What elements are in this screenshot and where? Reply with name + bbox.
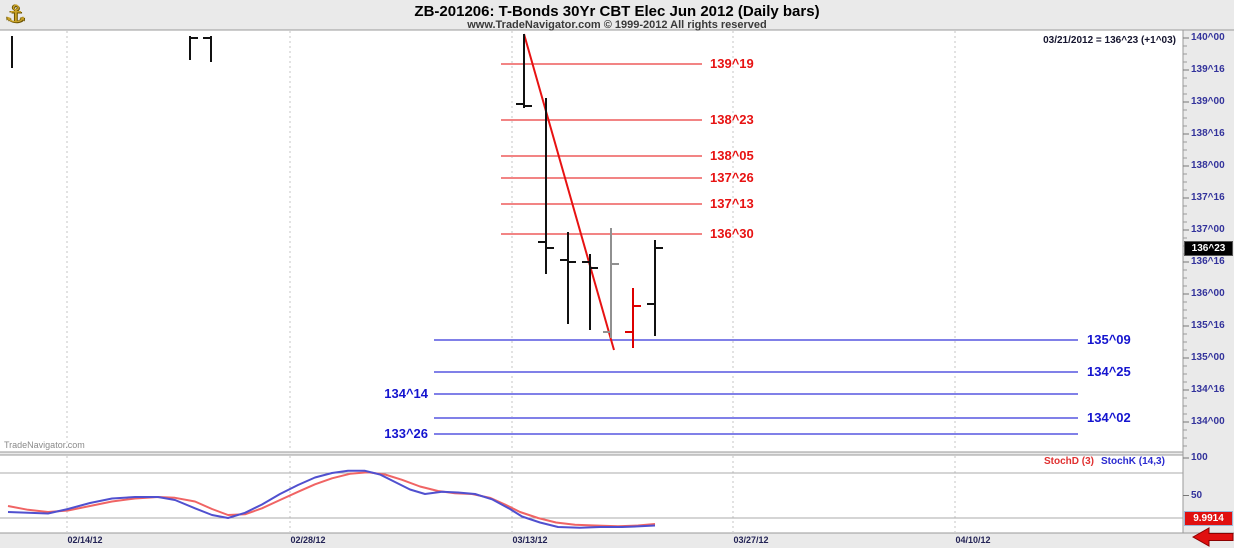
stoch-axis-label: 50 [1191, 489, 1203, 501]
support-label: 135^09 [1087, 332, 1131, 347]
copyright-subtitle: www.TradeNavigator.com © 1999-2012 All r… [467, 19, 767, 31]
support-label: 133^26 [384, 426, 428, 441]
axis-price-label: 135^16 [1191, 320, 1225, 331]
date-label: 02/14/12 [67, 535, 103, 545]
stochastic-panel[interactable] [0, 455, 1183, 533]
legend-stochd[interactable]: StochD (3) [1044, 456, 1094, 467]
support-label: 134^25 [1087, 364, 1131, 379]
stoch-axis-label: 100 [1191, 452, 1208, 463]
axis-price-label: 134^00 [1191, 416, 1225, 427]
axis-price-label: 139^16 [1191, 64, 1225, 75]
date-label: 03/13/12 [512, 535, 548, 545]
anchor-icon[interactable]: ⚓ [5, 1, 27, 28]
chart-title: ZB-201206: T-Bonds 30Yr CBT Elec Jun 201… [414, 3, 820, 20]
date-label: 04/10/12 [955, 535, 991, 545]
axis-price-label: 134^16 [1191, 384, 1225, 395]
resistance-label: 138^05 [710, 148, 754, 163]
legend-stochk[interactable]: StochK (14,3) [1101, 456, 1165, 467]
axis-price-label: 138^16 [1191, 128, 1225, 139]
resistance-label: 137^13 [710, 196, 754, 211]
trend-line[interactable] [523, 33, 615, 351]
resistance-label: 138^23 [710, 112, 754, 127]
axis-price-label: 135^00 [1191, 352, 1225, 363]
axis-price-label: 136^16 [1191, 256, 1225, 267]
red-left-arrow-icon[interactable] [1191, 527, 1234, 547]
support-label: 134^14 [384, 386, 428, 401]
resistance-label: 137^26 [710, 170, 754, 185]
stoch-k-line [7, 469, 656, 529]
axis-price-label: 137^16 [1191, 192, 1225, 203]
axis-price-label: 137^00 [1191, 224, 1225, 235]
date-label: 02/28/12 [290, 535, 326, 545]
stoch-d-line [7, 471, 656, 528]
axis-price-label: 139^00 [1191, 96, 1225, 107]
last-quote-readout: 03/21/2012 = 136^23 (+1^03) [1043, 35, 1176, 46]
date-label: 03/27/12 [733, 535, 769, 545]
stoch-value-badge: 9.9914 [1184, 511, 1233, 526]
axis-price-label: 140^00 [1191, 32, 1225, 43]
support-label: 134^02 [1087, 410, 1131, 425]
price-chart-panel[interactable] [0, 30, 1183, 452]
axis-price-label: 138^00 [1191, 160, 1225, 171]
last-price-badge: 136^23 [1184, 241, 1233, 256]
resistance-label: 136^30 [710, 226, 754, 241]
resistance-label: 139^19 [710, 56, 754, 71]
watermark-text: TradeNavigator.com [4, 440, 85, 450]
axis-price-label: 136^00 [1191, 288, 1225, 299]
